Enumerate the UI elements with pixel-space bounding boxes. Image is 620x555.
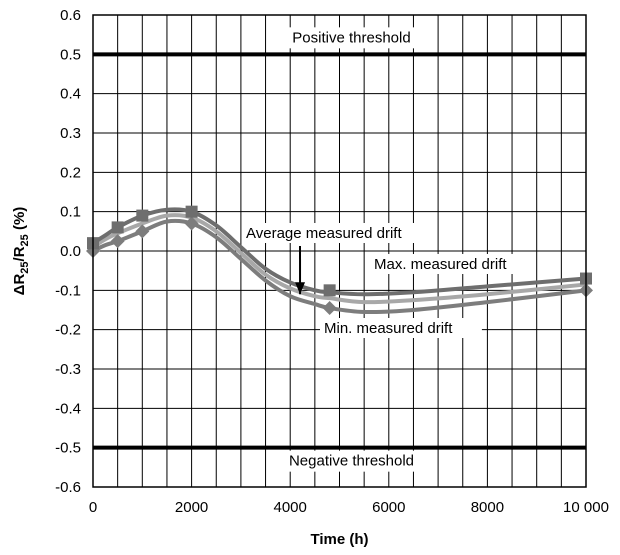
x-tick-label: 4000	[274, 499, 307, 516]
data-point-max	[136, 210, 148, 222]
y-tick-label: 0.3	[60, 125, 81, 142]
y-tick-label: -0.2	[55, 322, 81, 339]
threshold-label: Positive threshold	[292, 29, 410, 46]
max-drift-label: Max. measured drift	[374, 256, 507, 273]
min-drift-label: Min. measured drift	[324, 320, 453, 337]
y-tick-label: 0.2	[60, 164, 81, 181]
y-axis-label-subscript: 25	[19, 234, 31, 246]
x-tick-label: 0	[89, 499, 97, 516]
x-tick-label: 2000	[175, 499, 208, 516]
data-point-max	[324, 284, 336, 296]
x-tick-label: 10 000	[563, 499, 609, 516]
y-tick-label: 0.4	[60, 86, 81, 103]
x-tick-label: 8000	[471, 499, 504, 516]
y-axis-label-group: ΔR25/R25 (%)	[11, 207, 31, 296]
average-drift-label: Average measured drift	[246, 225, 402, 242]
y-tick-label: -0.5	[55, 440, 81, 457]
y-tick-label: 0.0	[60, 243, 81, 260]
y-tick-label: -0.1	[55, 282, 81, 299]
y-axis-label: ΔR25/R25 (%)	[11, 207, 31, 296]
data-point-max	[186, 206, 198, 218]
y-tick-label: 0.6	[60, 7, 81, 24]
y-axis-label-part: (%)	[11, 207, 28, 235]
x-tick-label: 6000	[372, 499, 405, 516]
grid	[93, 15, 586, 487]
y-tick-label: 0.1	[60, 204, 81, 221]
y-axis-label-part: /R	[11, 246, 28, 261]
data-point-max	[112, 221, 124, 233]
x-axis-label: Time (h)	[310, 531, 368, 548]
data-point-min	[323, 301, 337, 315]
y-axis-label-subscript: 25	[19, 261, 31, 273]
threshold-label: Negative threshold	[289, 453, 414, 470]
y-tick-label: -0.4	[55, 400, 81, 417]
y-tick-label: 0.5	[60, 46, 81, 63]
y-axis-label-part: ΔR	[11, 274, 28, 296]
y-tick-label: -0.6	[55, 479, 81, 496]
y-tick-label: -0.3	[55, 361, 81, 378]
